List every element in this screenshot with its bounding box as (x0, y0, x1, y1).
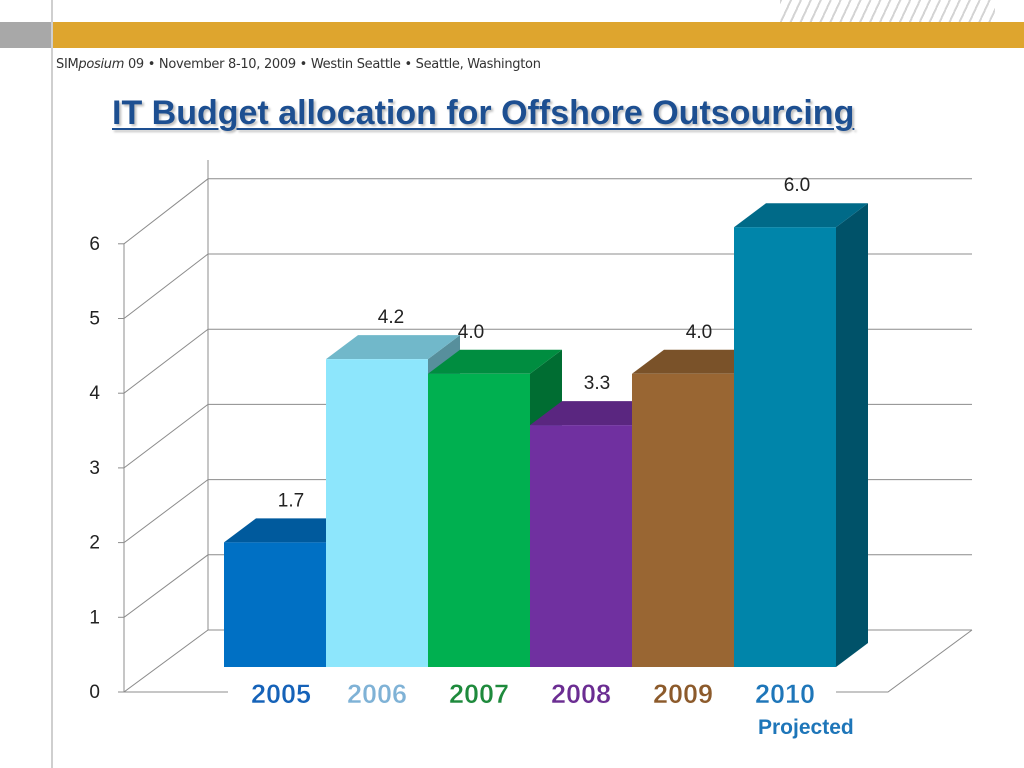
y-tick-label-4: 4 (89, 383, 100, 404)
bar-side-2010 (836, 203, 868, 667)
left-margin-rule (51, 0, 53, 768)
header-gray-block (0, 22, 52, 48)
annotation-projected: Projected (758, 716, 854, 739)
y-tick-label-5: 5 (89, 309, 100, 330)
bar-front-2010 (734, 227, 836, 667)
y-tick-label-1: 1 (89, 607, 100, 628)
y-axis-ticks: 0 1 2 3 4 5 6 (89, 234, 100, 703)
bar-2010 (734, 203, 868, 667)
header-color-bar (0, 22, 1024, 48)
data-label-2009: 4.0 (686, 322, 712, 343)
header-posium: posium (78, 57, 125, 72)
category-label-2010: 2010 (755, 679, 815, 709)
category-label-2008: 2008 (551, 679, 611, 709)
bar-top-2008 (530, 401, 664, 426)
bar-front-2006 (326, 359, 428, 667)
decorative-hatch (780, 0, 995, 22)
y-tick-label-3: 3 (89, 458, 100, 479)
y-tick-label-2: 2 (89, 533, 100, 554)
bar-front-2007 (428, 373, 530, 667)
category-label-2006: 2006 (347, 679, 407, 709)
bar-top-2007 (428, 349, 562, 374)
chart-title: IT Budget allocation for Offshore Outsou… (112, 94, 855, 132)
data-label-2008: 3.3 (584, 373, 610, 394)
data-label-2005: 1.7 (278, 490, 304, 511)
event-header: SIMposium 09 • November 8-10, 2009 • Wes… (56, 57, 541, 72)
bar-top-2010 (734, 203, 868, 228)
chart-category-labels: 2005 2006 2007 2008 2009 2010 (251, 679, 816, 710)
category-label-2009: 2009 (653, 679, 713, 709)
chart-data-labels: 1.7 4.2 4.0 3.3 4.0 6.0 (278, 175, 810, 511)
label-backdrop (228, 668, 836, 696)
bar-top-2006 (326, 335, 460, 360)
data-label-2010: 6.0 (784, 175, 810, 196)
data-label-2006: 4.2 (378, 307, 404, 328)
category-label-2007: 2007 (449, 679, 509, 709)
bar-front-2009 (632, 373, 734, 667)
bar-front-2005 (224, 542, 326, 667)
chart-bars (224, 203, 868, 696)
bar-top-2005 (224, 518, 358, 543)
bar-front-2008 (530, 425, 632, 667)
header-details: 09 • November 8-10, 2009 • Westin Seattl… (124, 57, 541, 72)
data-label-2007: 4.0 (458, 322, 484, 343)
header-sim: SIM (56, 57, 79, 72)
y-tick-label-0: 0 (89, 682, 100, 703)
y-tick-label-6: 6 (89, 234, 100, 255)
bar-top-2009 (632, 349, 766, 374)
category-label-2005: 2005 (251, 679, 311, 709)
